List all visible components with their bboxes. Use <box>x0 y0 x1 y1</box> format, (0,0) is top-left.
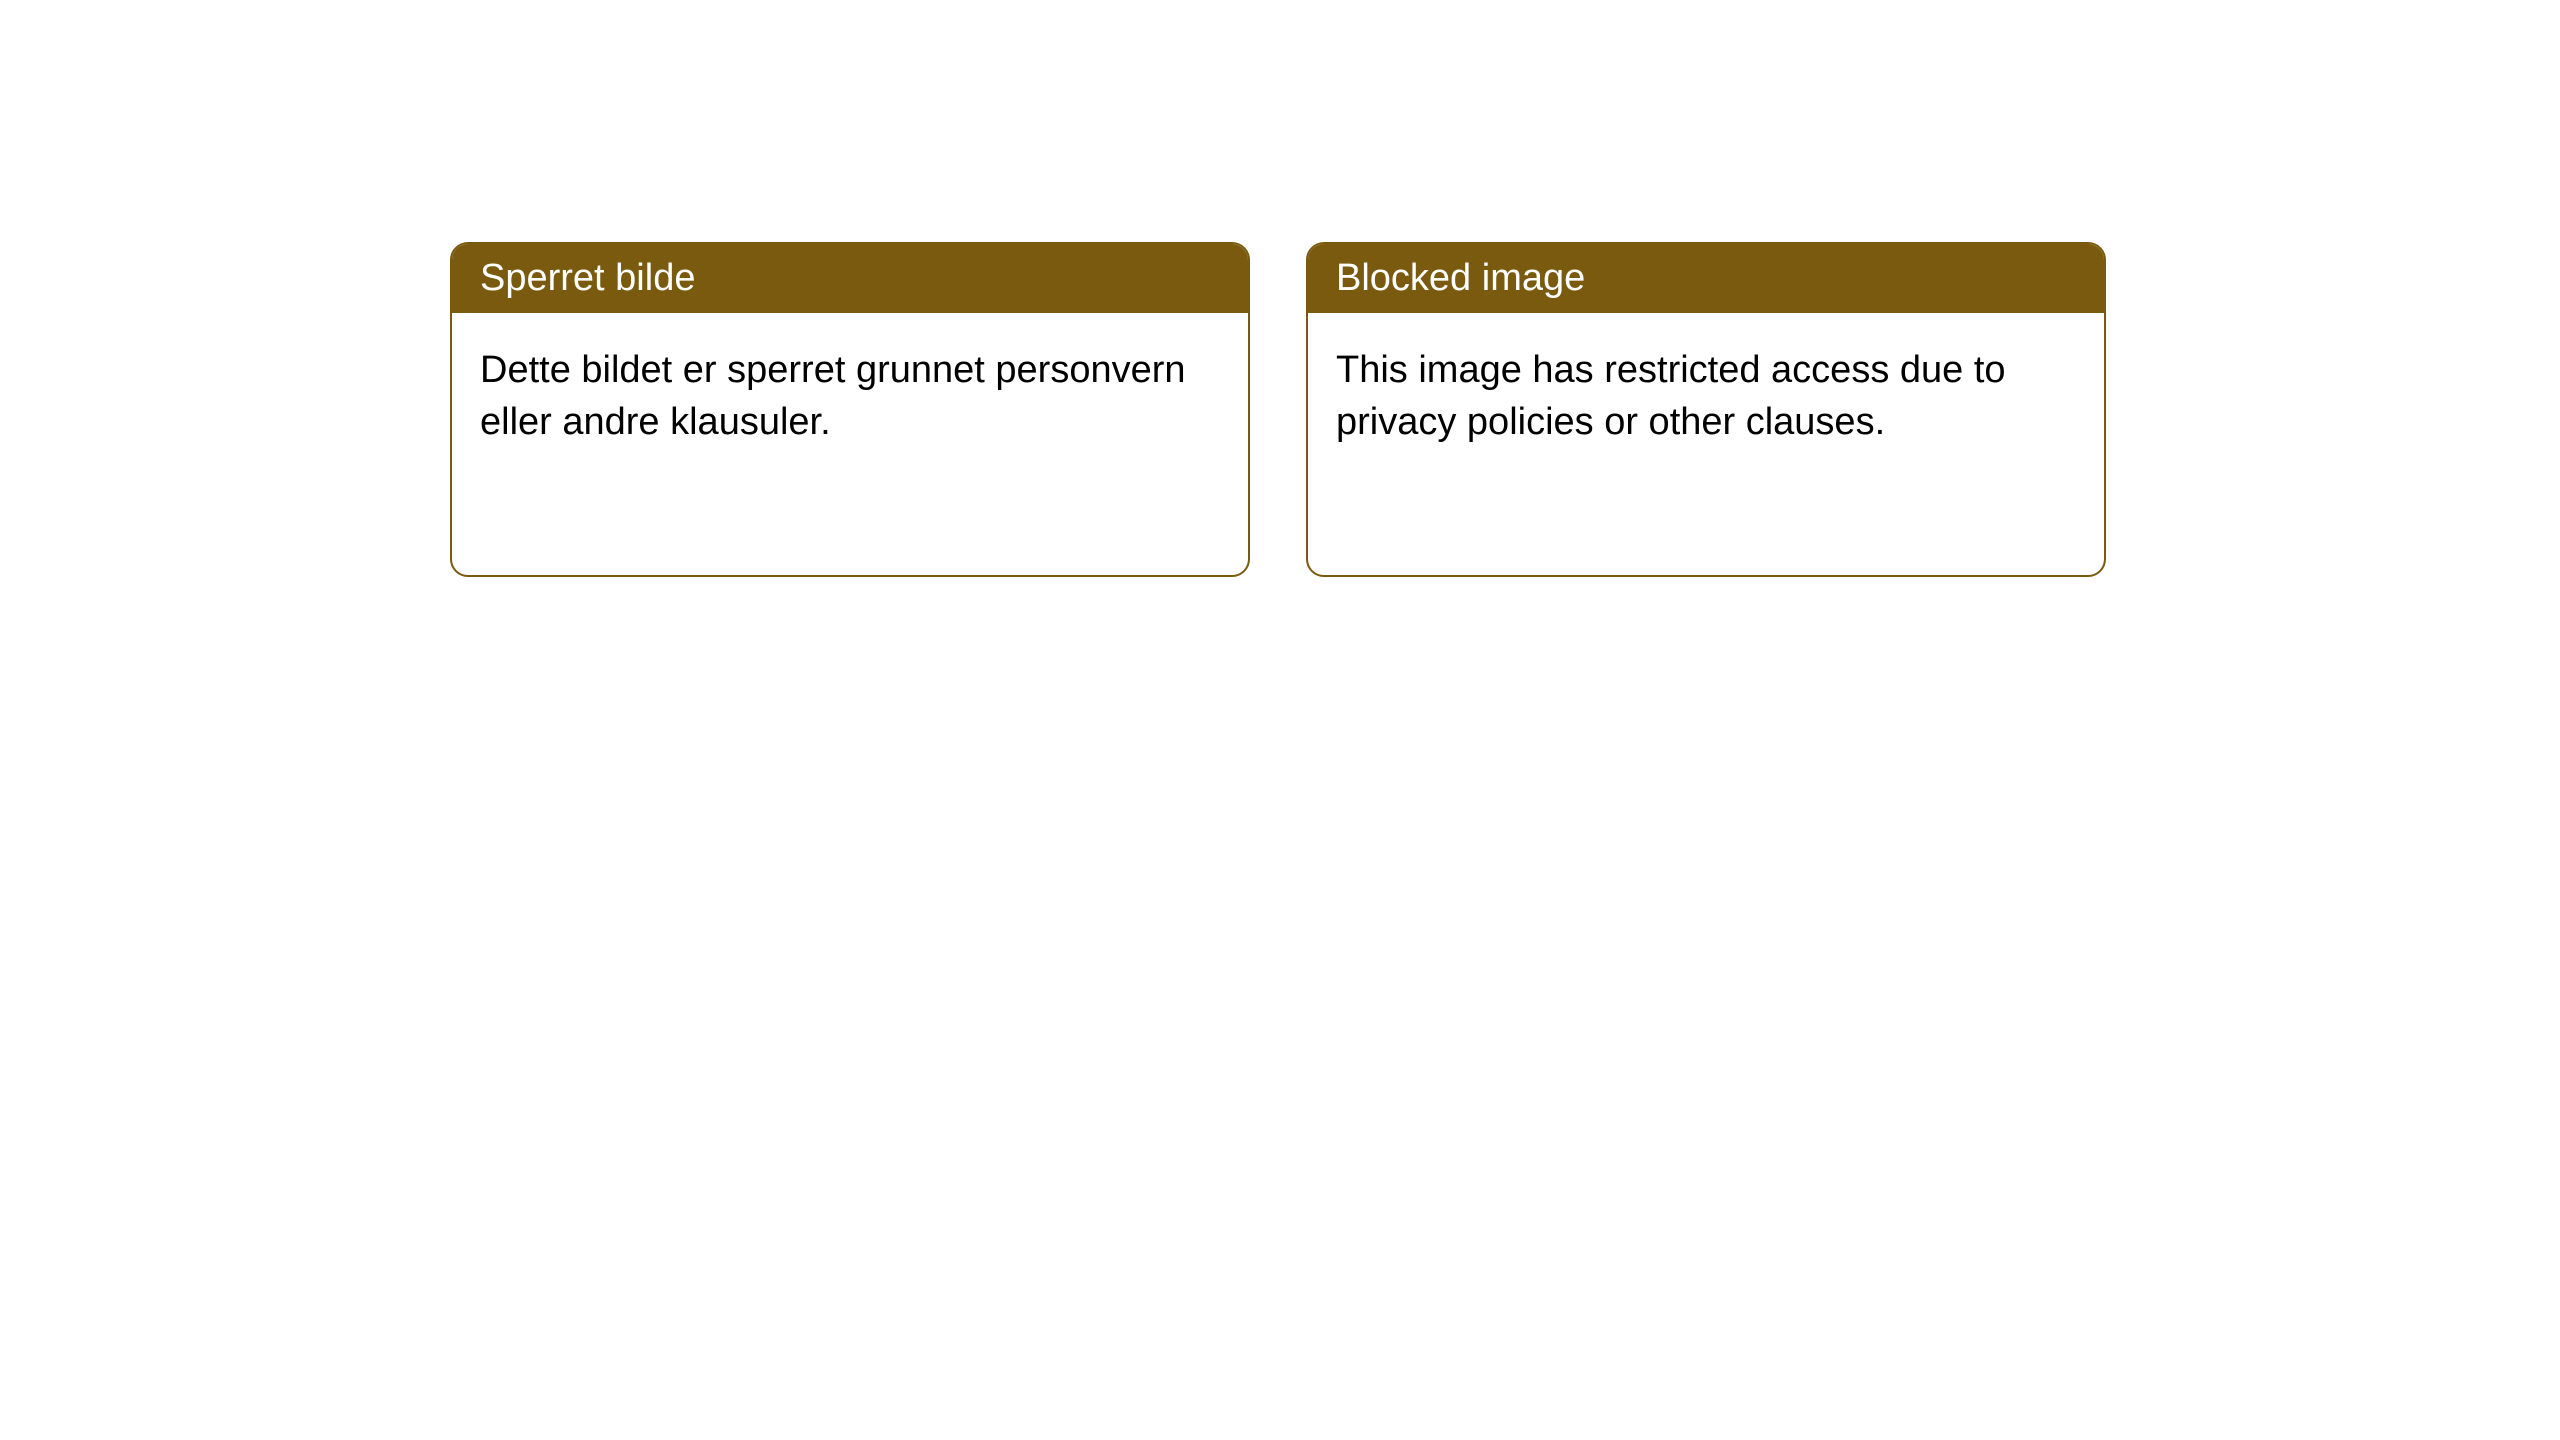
notice-title: Blocked image <box>1308 244 2104 313</box>
notice-card-norwegian: Sperret bilde Dette bildet er sperret gr… <box>450 242 1250 577</box>
notice-body: This image has restricted access due to … <box>1308 313 2104 480</box>
notice-title: Sperret bilde <box>452 244 1248 313</box>
notice-body: Dette bildet er sperret grunnet personve… <box>452 313 1248 480</box>
notice-card-english: Blocked image This image has restricted … <box>1306 242 2106 577</box>
notice-container: Sperret bilde Dette bildet er sperret gr… <box>0 0 2560 577</box>
